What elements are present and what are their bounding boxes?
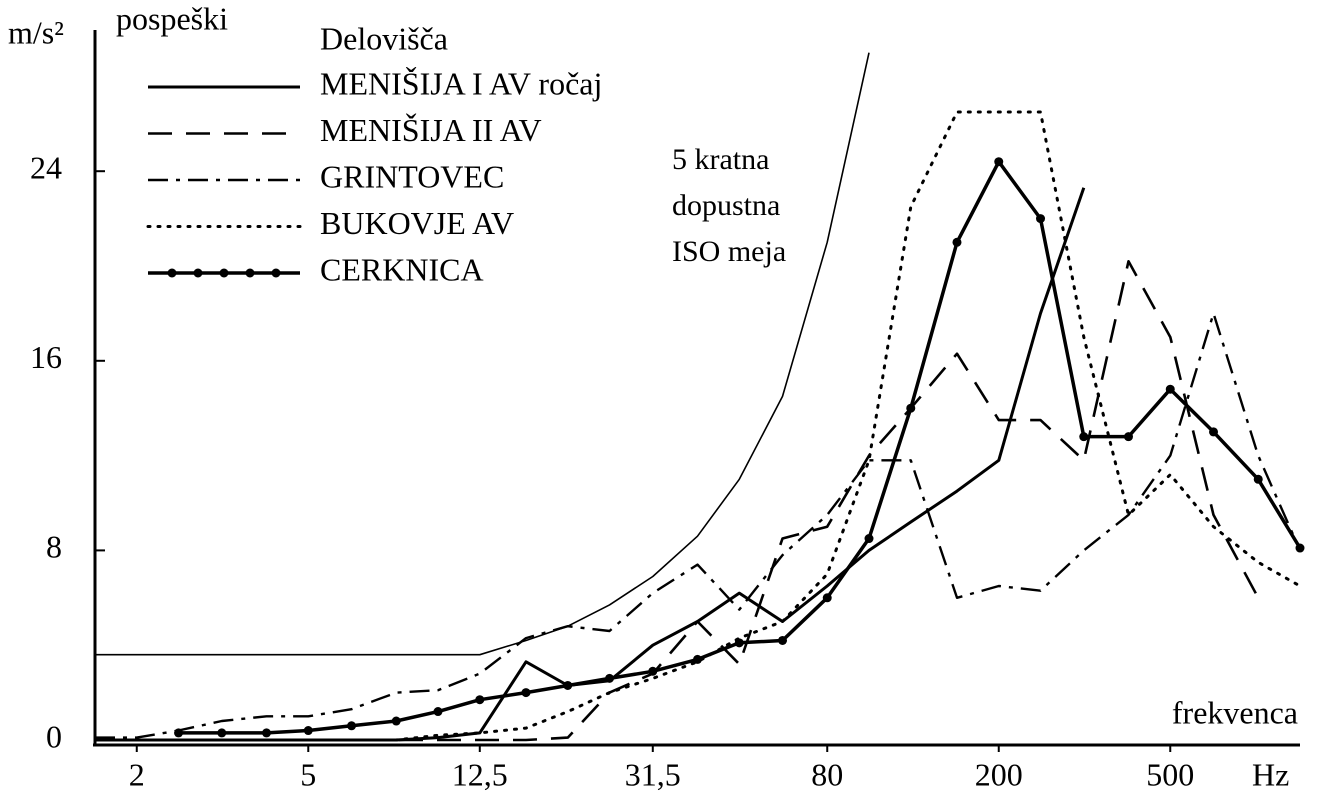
limit-label: ISO meja	[672, 235, 786, 268]
legend-marker	[245, 268, 255, 278]
y-axis-unit: m/s²	[8, 14, 64, 50]
limit-label: dopustna	[672, 189, 780, 222]
line-marker	[433, 707, 443, 717]
line-marker	[1123, 432, 1133, 442]
line-marker	[906, 403, 916, 413]
line-marker	[1295, 543, 1305, 553]
series-line	[95, 312, 1302, 739]
series-line	[95, 260, 1260, 742]
x-tick-label: 200	[975, 756, 1023, 792]
line-marker	[217, 728, 227, 738]
series-line	[93, 110, 1302, 742]
legend-marker	[193, 268, 203, 278]
legend-marker	[219, 268, 229, 278]
y-tick-label: 16	[30, 339, 62, 375]
line-marker	[778, 635, 788, 645]
line-marker	[648, 666, 658, 676]
legend-label: BUKOVJE AV	[320, 205, 514, 241]
line-marker	[174, 728, 184, 738]
y-tick-label: 0	[46, 718, 62, 754]
limit-label: 5 kratna	[672, 143, 769, 176]
line-marker	[605, 673, 615, 683]
line-marker	[1036, 214, 1046, 224]
line-marker	[475, 695, 485, 705]
x-tick-label: 500	[1146, 756, 1194, 792]
legend-marker	[271, 268, 281, 278]
line-marker	[391, 716, 401, 726]
x-tick-label: 2	[129, 756, 145, 792]
y-tick-label: 8	[46, 529, 62, 565]
line-marker	[563, 680, 573, 690]
legend-label: MENIŠIJA II AV	[320, 112, 542, 148]
line-marker	[952, 237, 962, 247]
line-marker	[262, 728, 272, 738]
line-marker	[1253, 474, 1263, 484]
line-marker	[822, 593, 832, 603]
line-marker	[521, 688, 531, 698]
limit-curve	[95, 52, 870, 656]
y-axis-title: pospeški	[116, 0, 228, 36]
series-line	[95, 187, 1086, 742]
line-marker	[994, 157, 1004, 167]
line-marker	[1165, 384, 1175, 394]
line-marker	[347, 721, 357, 731]
x-tick-label: 80	[811, 756, 843, 792]
legend-label: MENIŠIJA I AV ročaj	[320, 65, 602, 101]
x-tick-label: 12,5	[452, 756, 508, 792]
x-axis-title: frekvenca	[1172, 694, 1298, 730]
line-marker	[864, 534, 874, 544]
x-tick-label: 31,5	[625, 756, 681, 792]
legend-title: Delovišča	[320, 20, 448, 56]
x-tick-label: 5	[300, 756, 316, 792]
legend-marker	[167, 268, 177, 278]
legend-label: CERKNICA	[320, 251, 484, 287]
line-marker	[693, 654, 702, 664]
line-marker	[1209, 427, 1219, 437]
x-axis-unit: Hz	[1252, 756, 1289, 792]
y-tick-label: 24	[30, 150, 62, 186]
legend-label: GRINTOVEC	[320, 158, 504, 194]
line-marker	[734, 638, 744, 648]
line-marker	[303, 726, 313, 736]
line-marker	[1079, 432, 1089, 442]
